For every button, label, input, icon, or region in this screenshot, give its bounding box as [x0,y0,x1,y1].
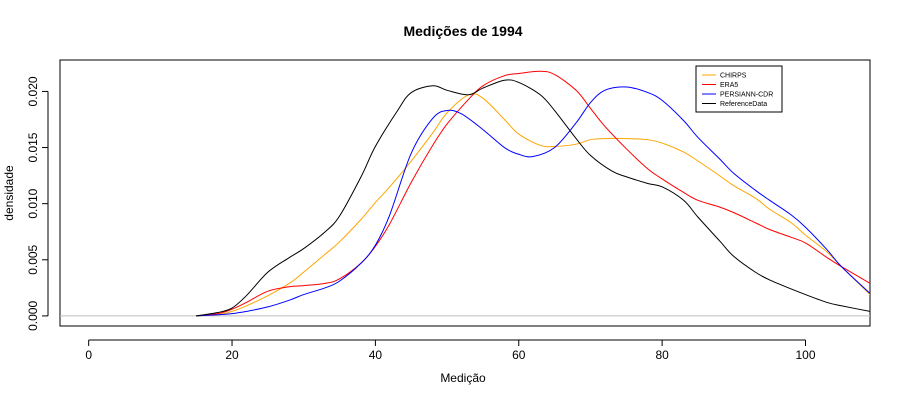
x-tick-label: 80 [655,348,669,362]
series-layer [196,70,870,317]
y-axis-label: densidade [2,165,16,221]
x-tick-label: 0 [85,348,92,362]
y-tick-label: 0.010 [26,188,40,218]
y-tick-label: 0.020 [26,76,40,106]
x-tick-label: 100 [795,348,815,362]
legend-label-era5: ERA5 [720,82,738,89]
series-line-era5 [196,70,870,317]
plot-area-frame [59,59,871,327]
chart-title: Medições de 1994 [403,23,522,39]
x-axis: 0 20 40 60 80 100 [85,339,816,362]
legend: CHIRPS ERA5 PERSIANN-CDR ReferenceData [695,65,783,113]
series-line-persiann-cdr [196,86,870,317]
x-tick-label: 20 [225,348,239,362]
legend-box [695,65,783,113]
x-tick-label: 60 [512,348,526,362]
x-tick-label: 40 [369,348,383,362]
legend-label-persiann-cdr: PERSIANN-CDR [720,92,773,99]
series-line-referencedata [196,79,870,317]
legend-label-referencedata: ReferenceData [720,101,767,108]
x-axis-label: Medição [440,371,486,385]
y-tick-label: 0.005 [26,244,40,274]
y-tick-label: 0.000 [26,301,40,331]
y-axis: 0.000 0.005 0.010 0.015 0.020 [26,76,49,331]
series-line-chirps [196,93,870,317]
y-tick-label: 0.015 [26,132,40,162]
legend-label-chirps: CHIRPS [720,73,747,80]
